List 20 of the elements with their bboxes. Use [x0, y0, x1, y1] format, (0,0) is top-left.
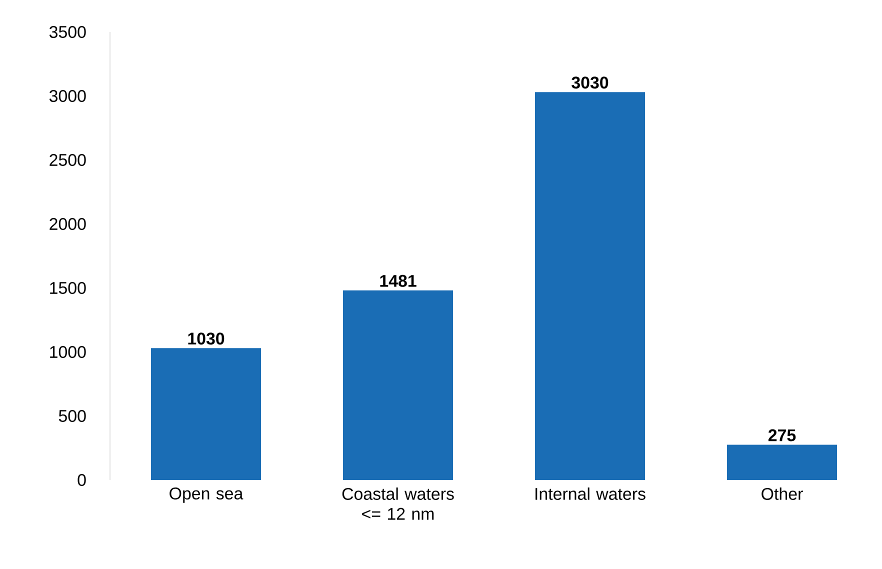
- x-tick-label: Other: [762, 488, 803, 500]
- y-tick-label: 500: [58, 410, 86, 422]
- x-tick-label: Internal waters: [536, 488, 646, 500]
- bar: [727, 444, 838, 480]
- data-label: 275: [768, 429, 796, 442]
- y-tick-label: 1500: [50, 282, 86, 294]
- bar: [343, 290, 454, 480]
- x-tick-label: Open sea: [170, 488, 244, 503]
- y-tick-label: 2000: [50, 218, 86, 230]
- data-label: 3030: [572, 76, 608, 89]
- y-tick-label: 1000: [50, 346, 86, 358]
- y-tick-label: 0: [78, 474, 86, 486]
- x-tick-label: Coastal waters <= 12 nm: [342, 488, 454, 520]
- bar: [151, 348, 262, 480]
- data-label: 1030: [188, 332, 224, 345]
- y-tick-label: 3500: [49, 26, 86, 38]
- data-label: 1481: [380, 274, 416, 287]
- y-tick-label: 3000: [49, 90, 86, 102]
- y-tick-label: 2500: [50, 154, 86, 166]
- bar: [535, 92, 646, 480]
